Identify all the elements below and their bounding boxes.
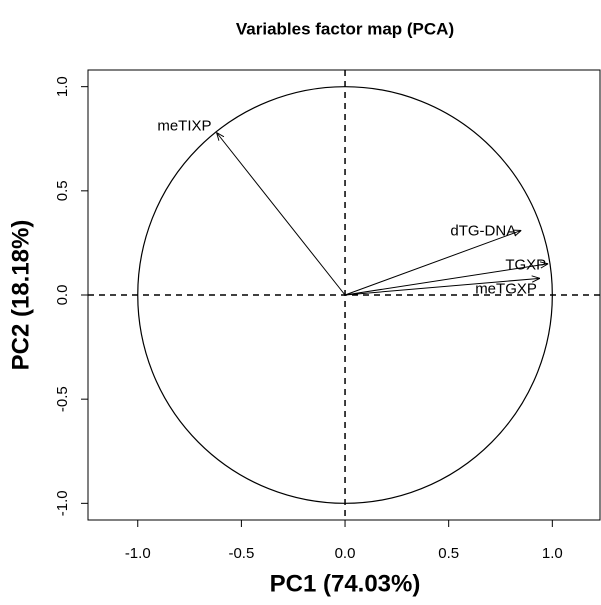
y-tick-label: -1.0: [54, 490, 71, 516]
x-tick-label: 0.5: [438, 545, 459, 562]
y-tick-label: 1.0: [54, 76, 71, 97]
variable-arrow: [344, 264, 548, 296]
y-tick-label: 0.0: [54, 285, 71, 306]
variable-arrow: [217, 133, 346, 296]
x-tick-label: 1.0: [542, 545, 563, 562]
x-axis-label: PC1 (74.03%): [270, 570, 421, 597]
x-tick-label: -0.5: [228, 545, 254, 562]
y-tick-label: -0.5: [54, 386, 71, 412]
variable-label: TGXP: [505, 257, 546, 274]
variable-label: dTG-DNA: [450, 222, 516, 239]
variable-label: meTGXP: [475, 280, 537, 297]
y-axis-label: PC2 (18.18%): [7, 220, 34, 371]
x-tick-label: -1.0: [125, 545, 151, 562]
x-tick-label: 0.0: [335, 545, 356, 562]
chart-title: Variables factor map (PCA): [236, 19, 454, 38]
variable-label: meTIXP: [157, 117, 211, 134]
y-tick-label: 0.5: [54, 180, 71, 201]
variable-arrow: [344, 230, 521, 296]
variable-arrow: [344, 278, 540, 296]
